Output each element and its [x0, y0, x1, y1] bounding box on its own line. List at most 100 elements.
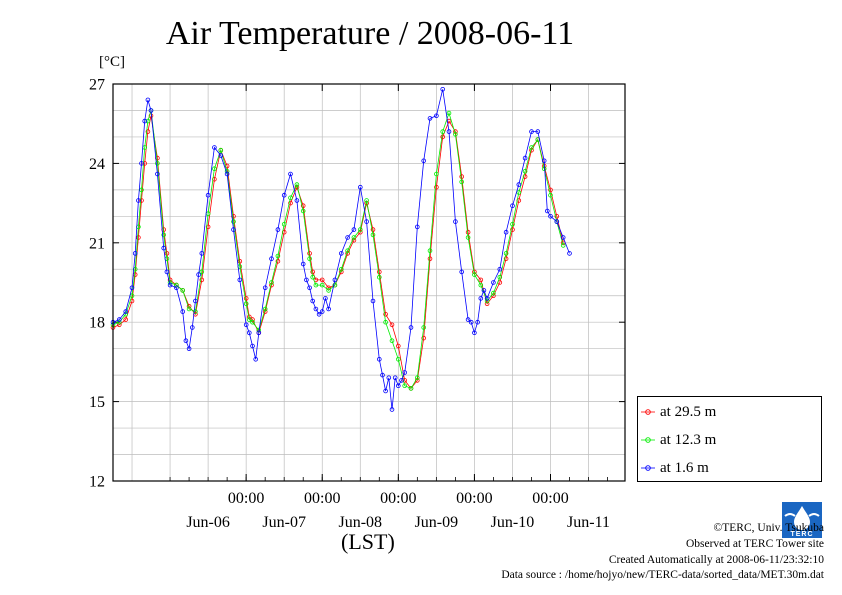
- data-point: [167, 282, 173, 288]
- data-point: [434, 171, 439, 177]
- data-point: [205, 224, 211, 230]
- data-point: [231, 219, 236, 224]
- data-point: [440, 134, 446, 140]
- data-point: [319, 282, 325, 288]
- y-tick-label: 15: [89, 394, 105, 411]
- data-point: [478, 296, 484, 301]
- data-point: [364, 219, 369, 224]
- series-line: [112, 115, 564, 390]
- data-point: [237, 258, 243, 264]
- x-day-label: Jun-07: [262, 514, 306, 531]
- data-point: [338, 251, 344, 256]
- data-point: [459, 179, 465, 185]
- data-point: [237, 277, 243, 283]
- copyright-text: ©TERC, Univ. Tsukuba: [713, 522, 824, 534]
- data-point: [247, 330, 252, 336]
- data-point: [383, 319, 388, 325]
- data-point: [468, 319, 474, 325]
- data-point: [247, 317, 252, 322]
- data-point: [262, 306, 268, 312]
- data-point: [357, 227, 363, 232]
- series-line: [112, 110, 564, 389]
- data-point: [310, 274, 316, 280]
- data-point: [446, 110, 452, 116]
- x-tick-label: 00:00: [304, 490, 340, 507]
- x-axis-unit-label: (LST): [341, 529, 395, 554]
- data-point: [529, 145, 534, 150]
- data-point: [117, 317, 122, 322]
- data-point: [338, 266, 344, 272]
- data-point: [395, 356, 401, 362]
- data-point: [516, 182, 522, 187]
- x-day-label: Jun-06: [186, 514, 230, 531]
- data-point: [440, 129, 446, 134]
- y-tick-label: 12: [89, 474, 105, 491]
- data-point: [129, 285, 135, 291]
- data-point: [548, 192, 553, 198]
- data-point: [351, 235, 357, 240]
- x-day-label: Jun-10: [491, 514, 535, 531]
- data-point: [326, 288, 331, 293]
- data-point: [174, 285, 179, 291]
- data-point: [332, 277, 338, 283]
- data-point: [288, 195, 293, 201]
- data-point: [408, 386, 414, 391]
- data-point: [313, 282, 319, 288]
- data-point: [560, 235, 566, 240]
- data-point: [326, 306, 331, 312]
- data-point: [313, 306, 319, 312]
- data-point: [510, 227, 515, 232]
- data-point: [288, 200, 293, 206]
- created-text: Created Automatically at 2008-06-11/23:3…: [608, 553, 824, 566]
- data-point: [497, 274, 503, 280]
- data-point: [402, 370, 408, 375]
- data-point: [510, 203, 515, 209]
- data-point: [567, 251, 572, 256]
- data-point: [307, 285, 312, 291]
- data-point: [434, 184, 439, 190]
- data-point: [351, 227, 357, 232]
- data-point: [408, 325, 414, 330]
- data-point: [117, 322, 122, 328]
- data-point: [399, 378, 404, 383]
- data-point: [275, 258, 281, 264]
- data-point: [323, 296, 328, 301]
- data-point: [427, 116, 433, 121]
- data-point: [389, 338, 395, 344]
- y-tick-label: 24: [89, 156, 105, 173]
- data-point: [491, 290, 496, 296]
- data-point: [196, 272, 201, 277]
- data-point: [459, 269, 465, 275]
- data-point: [370, 232, 376, 238]
- data-point: [427, 248, 433, 254]
- data-point: [148, 108, 154, 113]
- data-point: [386, 375, 392, 381]
- data-point: [319, 277, 325, 283]
- data-point: [132, 266, 138, 272]
- data-point: [421, 325, 427, 330]
- data-point: [145, 118, 151, 124]
- data-point: [205, 192, 211, 198]
- data-point: [139, 198, 144, 203]
- y-tick-label: 18: [89, 315, 105, 332]
- data-point: [310, 298, 316, 304]
- data-point: [262, 285, 268, 291]
- data-point: [414, 224, 420, 230]
- data-point: [183, 338, 189, 344]
- data-point: [281, 192, 287, 198]
- data-point: [370, 298, 376, 304]
- data-point: [310, 269, 316, 275]
- data-point: [376, 274, 382, 280]
- data-point: [529, 129, 534, 134]
- x-day-label: Jun-09: [415, 514, 459, 531]
- series-line: [112, 89, 570, 410]
- data-point: [161, 232, 167, 238]
- data-point: [164, 269, 170, 275]
- data-point: [376, 269, 382, 275]
- y-tick-label: 27: [89, 77, 105, 94]
- data-point: [161, 245, 167, 251]
- data-point: [376, 356, 382, 362]
- data-point: [243, 322, 249, 328]
- data-point: [269, 280, 274, 285]
- data-point: [136, 198, 141, 203]
